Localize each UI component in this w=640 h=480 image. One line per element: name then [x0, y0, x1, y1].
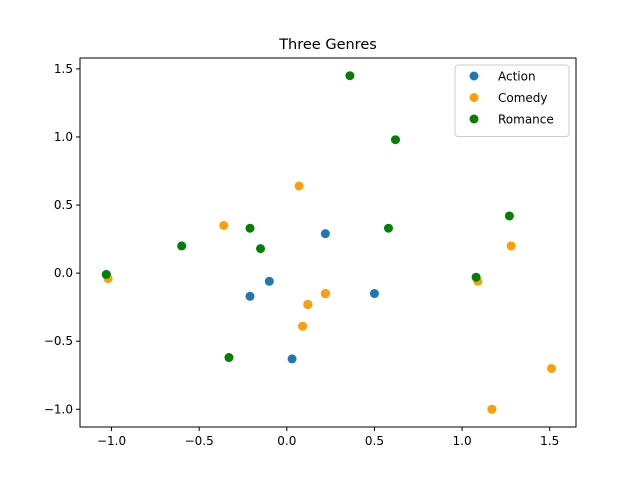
data-point-action-2: [245, 291, 255, 301]
y-tick-label: 0.5: [54, 198, 73, 212]
x-tick-label: 0.5: [365, 434, 384, 448]
data-point-romance-9: [504, 211, 514, 221]
data-point-comedy-1: [219, 220, 229, 230]
data-point-romance-5: [345, 71, 355, 81]
x-tick-label: −1.0: [97, 434, 126, 448]
data-point-romance-7: [383, 223, 393, 233]
data-point-romance-4: [224, 353, 234, 363]
legend: Action Comedy Romance: [454, 64, 570, 137]
x-tick-label: 1.5: [540, 434, 559, 448]
data-point-romance-6: [390, 135, 400, 145]
legend-label-comedy: Comedy: [498, 91, 548, 105]
legend-marker-comedy: [469, 93, 479, 102]
chart-title: Three Genres: [278, 37, 377, 53]
legend-box: [454, 64, 570, 137]
y-tick-label: −0.5: [44, 334, 73, 348]
data-point-comedy-4: [303, 299, 313, 309]
legend-label-action: Action: [498, 70, 536, 84]
legend-marker-action: [469, 71, 479, 81]
legend-marker-romance: [469, 114, 479, 124]
axes-layer: −1.0 −0.5 0.0 0.5 1.0 1.5 −1.0 −0.5 0.0 0.5 1.0 1.5: [44, 62, 559, 448]
data-point-comedy-8: [487, 404, 497, 414]
data-point-comedy-5: [298, 321, 308, 331]
data-point-action-6: [287, 354, 297, 364]
plot-frame: [79, 57, 577, 428]
legend-label-romance: Romance: [498, 113, 554, 127]
data-point-action-4: [369, 289, 379, 299]
data-point-romance-3: [256, 244, 266, 254]
x-tick-label: 1.0: [453, 434, 472, 448]
y-tick-label: 1.0: [54, 130, 73, 144]
x-tick-label: 0.0: [277, 434, 296, 448]
y-tick-label: 1.5: [54, 62, 73, 76]
y-tick-label: −1.0: [44, 402, 73, 416]
data-point-romance-0: [101, 270, 111, 279]
data-point-romance-8: [471, 272, 481, 282]
data-point-comedy-2: [294, 181, 304, 191]
x-tick-label: −0.5: [185, 434, 214, 448]
data-point-romance-2: [245, 223, 255, 233]
data-point-comedy-7: [506, 241, 516, 251]
points-layer: [101, 71, 556, 414]
y-tick-label: 0.0: [54, 266, 73, 280]
data-point-comedy-9: [546, 363, 556, 373]
data-point-romance-1: [177, 241, 187, 251]
data-point-comedy-3: [320, 289, 330, 299]
data-point-action-0: [320, 229, 330, 239]
data-point-action-1: [264, 276, 274, 286]
